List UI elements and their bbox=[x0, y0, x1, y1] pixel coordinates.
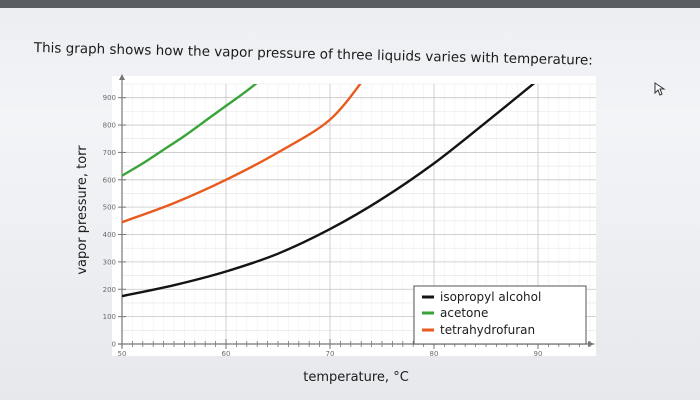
series-layer bbox=[122, 84, 536, 298]
tick-labels: 0 100 200 300 400 500 600 700 800 900 50 60 70 80 90 bbox=[103, 94, 543, 358]
series-line-isopropyl-alcohol bbox=[122, 84, 536, 298]
y-tick-label: 600 bbox=[103, 176, 116, 184]
legend-box bbox=[413, 285, 587, 345]
legend-label-isopropyl-alcohol: isopropyl alcohol bbox=[440, 290, 541, 304]
x-tick-label: 90 bbox=[534, 350, 543, 358]
legend-label-tetrahydrofuran: tetrahydrofuran bbox=[440, 323, 535, 337]
y-tick-label: 900 bbox=[103, 94, 116, 102]
legend-label-acetone: acetone bbox=[440, 306, 488, 320]
y-tick-label: 700 bbox=[103, 149, 116, 157]
x-tick-label: 50 bbox=[118, 350, 127, 358]
y-axis-title: vapor pressure, torr bbox=[75, 145, 90, 275]
y-tick-label: 800 bbox=[103, 122, 116, 130]
y-tick-label: 200 bbox=[103, 286, 116, 294]
series-line-acetone bbox=[122, 84, 258, 177]
y-tick-label: 400 bbox=[103, 231, 116, 239]
y-tick-label: 100 bbox=[103, 313, 116, 321]
x-tick-label: 80 bbox=[430, 350, 439, 358]
series-line-tetrahydrofuran bbox=[122, 84, 362, 224]
x-axis-title: temperature, °C bbox=[303, 370, 409, 385]
top-bar bbox=[0, 0, 700, 8]
x-tick-label: 70 bbox=[326, 350, 335, 358]
y-tick-label: 500 bbox=[103, 204, 116, 212]
x-axis-arrow bbox=[588, 341, 594, 347]
y-tick-label: 0 bbox=[112, 341, 116, 349]
y-axis-arrow bbox=[119, 74, 125, 80]
y-tick-label: 300 bbox=[103, 258, 116, 266]
mouse-cursor-icon bbox=[654, 82, 666, 96]
legend: isopropyl alcohol acetone tetrahydrofura… bbox=[413, 285, 587, 345]
x-tick-label: 60 bbox=[222, 350, 231, 358]
